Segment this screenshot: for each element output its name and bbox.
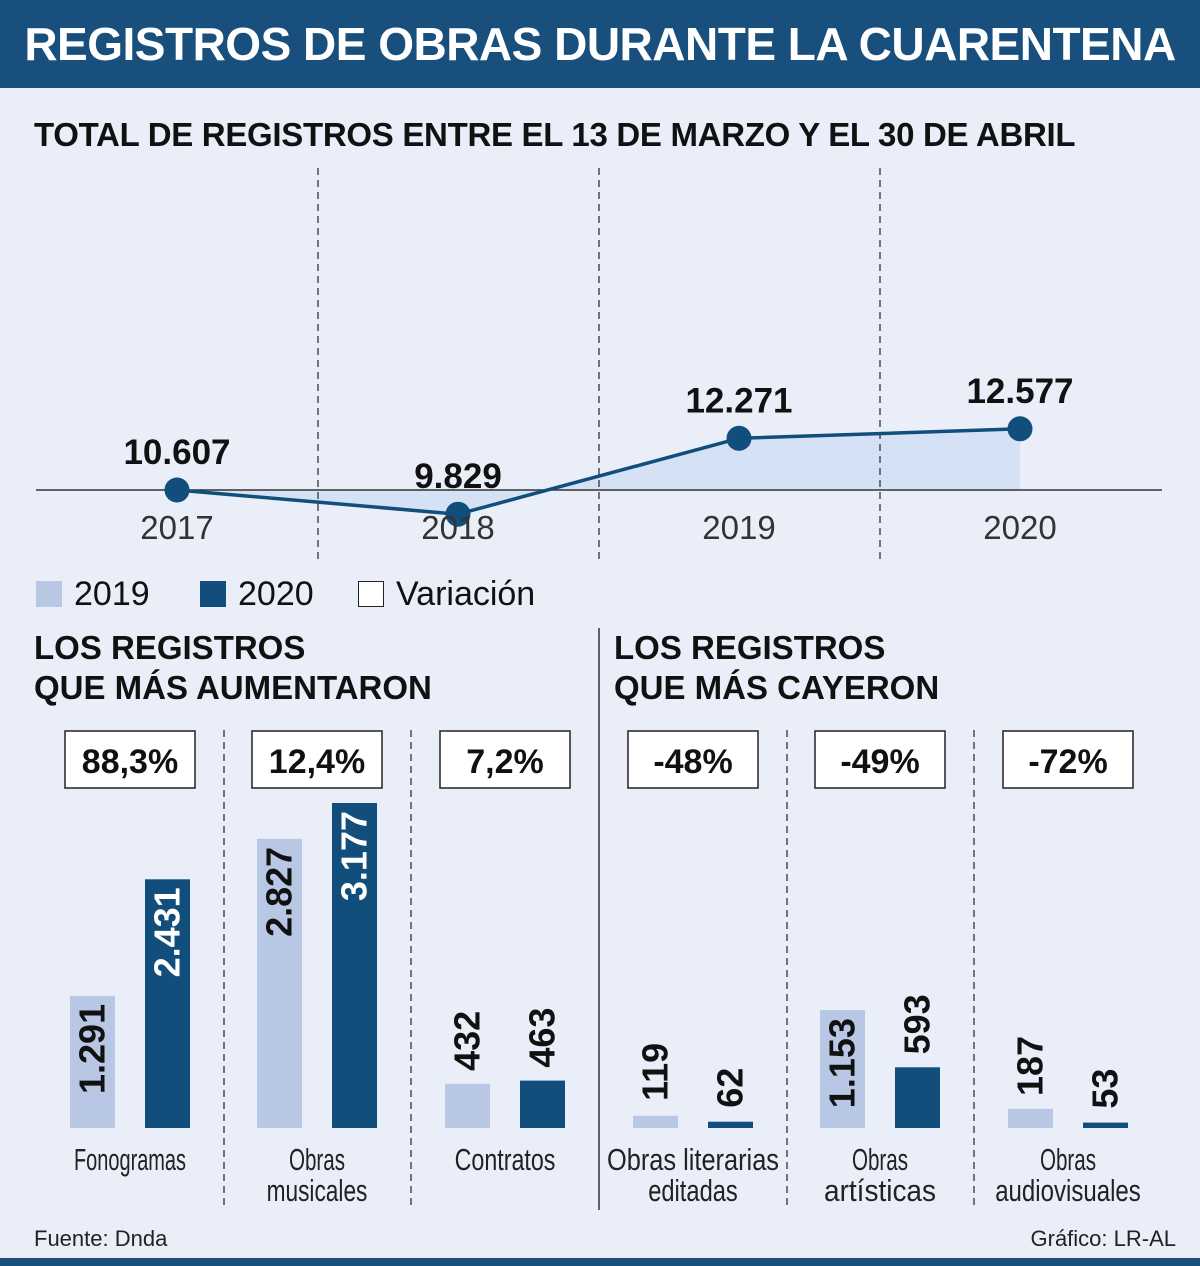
bar-2019-fonogramas <box>70 995 115 1128</box>
x-tick-2017: 2017 <box>140 509 213 546</box>
legend-swatch-variation <box>358 581 384 607</box>
data-point-2018 <box>445 501 471 527</box>
page-title: REGISTROS DE OBRAS DURANTE LA CUARENTENA <box>24 18 1176 70</box>
data-label-2018: 9.829 <box>414 457 502 496</box>
variation-box-obras-artísticas <box>814 730 946 789</box>
category-label-obras-artísticas-1: Obras <box>852 1142 908 1177</box>
variation-box-obras-musicales <box>251 730 383 789</box>
value-label-2019-fonogramas: 1.291 <box>72 1004 113 1094</box>
bar-2020-obras-literarias-editadas <box>708 1121 753 1128</box>
value-label-2019-obras-musicales: 2.827 <box>259 847 300 937</box>
legend-label-variation: Variación <box>396 574 536 613</box>
source-note: Fuente: Dnda <box>34 1226 168 1251</box>
data-point-2017 <box>164 477 190 503</box>
bar-2019-contratos <box>445 1083 490 1128</box>
legend-item-2019: 2019 <box>36 572 150 616</box>
bar-2020-obras-artísticas <box>895 1067 940 1128</box>
data-point-2020 <box>1007 416 1033 442</box>
value-label-2020-contratos: 463 <box>522 1008 563 1068</box>
increased-title-line-1: LOS REGISTROS <box>34 629 306 666</box>
title-banner <box>0 0 1200 88</box>
variation-label-contratos: 7,2% <box>466 743 544 781</box>
variation-label-obras-artísticas: -49% <box>840 743 919 781</box>
bar-2019-obras-musicales <box>257 838 302 1128</box>
value-label-2019-obras-audiovisuales: 187 <box>1010 1036 1051 1096</box>
variation-label-obras-musicales: 12,4% <box>269 743 365 781</box>
legend-swatch-2020 <box>200 581 226 607</box>
category-label-obras-musicales-1: Obras <box>289 1142 345 1177</box>
x-tick-2019: 2019 <box>702 509 775 546</box>
legend-swatch-2019 <box>36 581 62 607</box>
category-label-obras-literarias-editadas-2: editadas <box>648 1173 738 1208</box>
credit-note: Gráfico: LR-AL <box>1030 1226 1177 1251</box>
bar-2020-contratos <box>520 1080 565 1128</box>
x-tick-2020: 2020 <box>983 509 1056 546</box>
bar-2020-fonogramas <box>145 879 190 1128</box>
decreased-title-line-2: QUE MÁS CAYERON <box>614 669 940 706</box>
value-label-2020-obras-musicales: 3.177 <box>334 811 375 901</box>
variation-box-obras-literarias-editadas <box>627 730 759 789</box>
variation-box-fonogramas <box>64 730 196 789</box>
variation-box-obras-audiovisuales <box>1002 730 1134 789</box>
variation-label-fonogramas: 88,3% <box>82 743 178 781</box>
decreased-section-title: LOS REGISTROS QUE MÁS CAYERON <box>614 628 939 708</box>
category-label-obras-audiovisuales-1: Obras <box>1040 1142 1096 1177</box>
legend-label-2019: 2019 <box>74 574 150 613</box>
category-label-obras-audiovisuales-2: audiovisuales <box>995 1173 1141 1208</box>
value-label-2019-obras-artísticas: 1.153 <box>822 1018 863 1108</box>
value-label-2019-contratos: 432 <box>447 1011 488 1071</box>
bar-2020-obras-musicales <box>332 803 377 1128</box>
x-tick-2018: 2018 <box>421 509 494 546</box>
data-label-2019: 12.271 <box>685 381 792 420</box>
legend-item-2020: 2020 <box>200 572 314 616</box>
category-label-fonogramas-1: Fonogramas <box>74 1142 186 1177</box>
category-label-obras-artísticas-2: artísticas <box>824 1173 936 1208</box>
bar-2019-obras-audiovisuales <box>1008 1108 1053 1128</box>
line-chart: 10.607 2017 9.829 2018 12.271 2019 12.577 2020 <box>36 168 1162 560</box>
legend-item-variation: Variación <box>358 572 535 616</box>
category-label-obras-musicales-2: musicales <box>267 1173 368 1208</box>
category-label-contratos-1: Contratos <box>455 1142 556 1177</box>
value-label-2020-obras-audiovisuales: 53 <box>1085 1069 1126 1109</box>
value-label-2020-obras-literarias-editadas: 62 <box>710 1068 751 1108</box>
bar-2019-obras-artísticas <box>820 1010 865 1128</box>
value-label-2020-obras-artísticas: 593 <box>897 994 938 1054</box>
variation-label-obras-audiovisuales: -72% <box>1028 743 1107 781</box>
footer-bar <box>0 1258 1200 1266</box>
value-label-2020-fonogramas: 2.431 <box>147 887 188 977</box>
variation-label-obras-literarias-editadas: -48% <box>653 743 732 781</box>
bar-2020-obras-audiovisuales <box>1083 1122 1128 1128</box>
increased-title-line-2: QUE MÁS AUMENTARON <box>34 669 432 706</box>
legend-label-2020: 2020 <box>238 574 314 613</box>
data-label-2020: 12.577 <box>966 372 1073 411</box>
increased-section-title: LOS REGISTROS QUE MÁS AUMENTARON <box>34 628 432 708</box>
area-fill <box>177 428 1020 515</box>
category-label-obras-literarias-editadas-1: Obras literarias <box>607 1142 779 1177</box>
data-point-2019 <box>726 425 752 451</box>
data-label-2017: 10.607 <box>123 433 230 472</box>
line-chart-title: TOTAL DE REGISTROS ENTRE EL 13 DE MARZO … <box>34 116 1076 153</box>
variation-box-contratos <box>439 730 571 789</box>
bar-2019-obras-literarias-editadas <box>633 1115 678 1128</box>
decreased-title-line-1: LOS REGISTROS <box>614 629 886 666</box>
series-line <box>176 427 1021 516</box>
value-label-2019-obras-literarias-editadas: 119 <box>635 1043 676 1101</box>
